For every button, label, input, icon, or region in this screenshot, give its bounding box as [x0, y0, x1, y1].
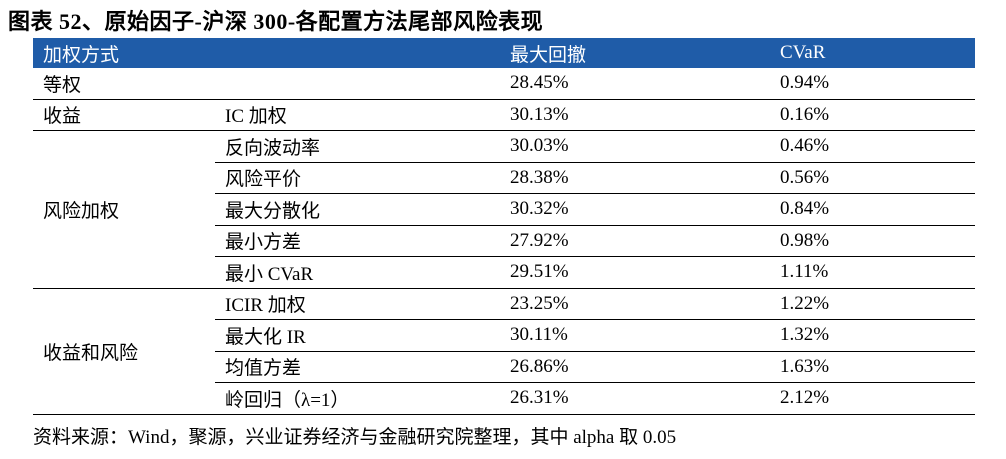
drawdown-cell: 30.03% [500, 130, 770, 163]
group-cell: 风险加权 [33, 130, 215, 289]
cvar-cell: 0.84% [770, 193, 975, 226]
cvar-cell: 0.46% [770, 130, 975, 163]
method-cell: ICIR 加权 [215, 288, 500, 320]
table-row: 收益和风险 ICIR 加权 23.25% 1.22% [33, 288, 975, 415]
cvar-cell: 0.56% [770, 162, 975, 194]
table-row: 最小方差 27.92% 0.98% [33, 225, 975, 257]
table-row: 收益 IC 加权 30.13% 0.16% [33, 99, 975, 131]
header-row: 加权方式 最大回撤 CVaR [33, 38, 975, 68]
cvar-cell: 0.98% [770, 225, 975, 257]
table-row: 等权 28.45% 0.94% [33, 68, 975, 100]
cvar-cell: 0.94% [770, 68, 975, 100]
drawdown-cell: 30.11% [500, 319, 770, 352]
cvar-cell: 2.12% [770, 382, 975, 415]
method-cell: 最大化 IR [215, 319, 500, 352]
group-cell: 收益和风险 [33, 288, 215, 415]
table-row: 岭回归（λ=1） 26.31% 2.12% [33, 382, 975, 415]
drawdown-cell: 26.31% [500, 382, 770, 415]
method-cell: 最小 CVaR [215, 256, 500, 289]
table-row: 最大分散化 30.32% 0.84% [33, 193, 975, 226]
source-note: 资料来源：Wind，聚源，兴业证券经济与金融研究院整理，其中 alpha 取 0… [33, 427, 677, 448]
table-row: 最小 CVaR 29.51% 1.11% [33, 256, 975, 289]
header-cell: 加权方式 [33, 38, 500, 68]
drawdown-cell: 26.86% [500, 351, 770, 383]
method-cell: 风险平价 [215, 162, 500, 194]
method-cell: IC 加权 [215, 99, 500, 131]
table-row: 最大化 IR 30.11% 1.32% [33, 319, 975, 352]
drawdown-cell: 30.13% [500, 99, 770, 131]
drawdown-cell: 29.51% [500, 256, 770, 289]
drawdown-cell: 28.38% [500, 162, 770, 194]
method-cell: 均值方差 [215, 351, 500, 383]
table-row: 风险加权 反向波动率 30.03% 0.46% [33, 130, 975, 289]
method-cell: 最大分散化 [215, 193, 500, 226]
table-row: 风险平价 28.38% 0.56% [33, 162, 975, 194]
cvar-cell: 0.16% [770, 99, 975, 131]
drawdown-cell: 27.92% [500, 225, 770, 257]
header-cell: 最大回撤 [500, 38, 770, 68]
table-row: 均值方差 26.86% 1.63% [33, 351, 975, 383]
cvar-cell: 1.22% [770, 288, 975, 320]
cvar-cell: 1.32% [770, 319, 975, 352]
table: 加权方式 最大回撤 CVaR 等权 28.45% 0.94% 收益 IC 加权 30.13… [33, 38, 975, 415]
title: 图表 52、原始因子-沪深 300-各配置方法尾部风险表现 [8, 9, 544, 34]
method-cell: 最小方差 [215, 225, 500, 257]
drawdown-cell: 23.25% [500, 288, 770, 320]
group-cell: 等权 [33, 68, 500, 100]
drawdown-cell: 30.32% [500, 193, 770, 226]
group-cell: 收益 [33, 99, 215, 131]
cvar-cell: 1.63% [770, 351, 975, 383]
cvar-cell: 1.11% [770, 256, 975, 289]
method-cell: 岭回归（λ=1） [215, 382, 500, 415]
method-cell: 反向波动率 [215, 130, 500, 163]
header-cell: CVaR [770, 38, 975, 68]
drawdown-cell: 28.45% [500, 68, 770, 100]
